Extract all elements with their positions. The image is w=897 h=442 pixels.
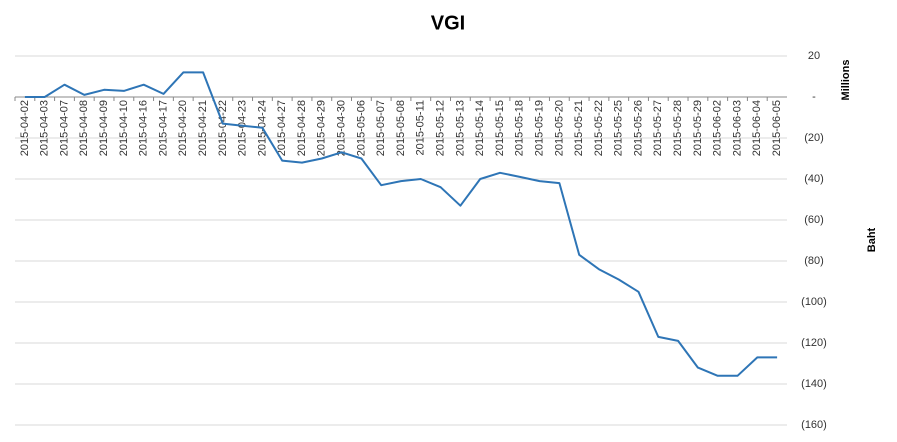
x-tick-label: 2015-05-18	[514, 100, 526, 156]
x-tick-label: 2015-05-13	[454, 100, 466, 156]
y-tick-label: (140)	[801, 378, 827, 390]
x-tick-label: 2015-04-02	[19, 100, 31, 156]
x-tick-label: 2015-04-23	[237, 100, 249, 156]
x-tick-label: 2015-05-19	[533, 100, 545, 156]
x-tick-label: 2015-04-08	[78, 100, 90, 156]
x-tick-label: 2015-04-22	[217, 100, 229, 156]
x-tick-label: 2015-04-20	[177, 100, 189, 156]
data-line	[24, 71, 778, 377]
y-axis-title-2: Baht	[866, 227, 878, 252]
x-tick-label: 2015-06-04	[751, 100, 763, 156]
x-tick-label: 2015-04-10	[118, 100, 130, 156]
x-tick-label: 2015-05-20	[553, 100, 565, 156]
y-tick-label: (100)	[801, 296, 827, 308]
x-tick-label: 2015-06-05	[771, 100, 783, 156]
x-tick-label: 2015-05-12	[434, 100, 446, 156]
x-tick-label: 2015-05-14	[474, 100, 486, 156]
x-tick-label: 2015-05-22	[593, 100, 605, 156]
x-tick-label: 2015-05-07	[375, 100, 387, 156]
x-tick-label: 2015-05-21	[573, 100, 585, 156]
x-tick-label: 2015-05-25	[613, 100, 625, 156]
y-tick-label: (80)	[804, 255, 824, 267]
y-tick-label: 20	[808, 50, 820, 62]
x-tick-label: 2015-05-28	[672, 100, 684, 156]
x-tick-label: 2015-05-26	[632, 100, 644, 156]
x-tick-label: 2015-04-29	[316, 100, 328, 156]
x-tick-label: 2015-04-27	[276, 100, 288, 156]
x-tick-label: 2015-04-21	[197, 100, 209, 156]
x-tick-label: 2015-04-03	[39, 100, 51, 156]
x-tick-label: 2015-05-11	[415, 100, 427, 155]
y-tick-label: (160)	[801, 419, 827, 431]
y-tick-label: (20)	[804, 132, 824, 144]
x-tick-label: 2015-04-30	[336, 100, 348, 156]
x-tick-label: 2015-04-09	[98, 100, 110, 156]
x-tick-label: 2015-05-29	[692, 100, 704, 156]
x-tick-label: 2015-05-06	[355, 100, 367, 156]
x-tick-label: 2015-05-08	[395, 100, 407, 156]
y-tick-label: -	[812, 91, 816, 103]
x-tick-label: 2015-04-16	[138, 100, 150, 156]
y-tick-label: (60)	[804, 214, 824, 226]
x-tick-label: 2015-06-02	[712, 100, 724, 156]
y-tick-label: (40)	[804, 173, 824, 185]
chart-title: VGI	[431, 12, 465, 34]
x-tick-label: 2015-04-17	[157, 100, 169, 156]
x-tick-label: 2015-05-27	[652, 100, 664, 156]
x-tick-label: 2015-04-07	[58, 100, 70, 156]
y-axis-title: Millions	[840, 60, 852, 101]
x-tick-label: 2015-04-28	[296, 100, 308, 156]
y-tick-label: (120)	[801, 337, 827, 349]
x-tick-label: 2015-06-03	[731, 100, 743, 156]
x-tick-label: 2015-05-15	[494, 100, 506, 156]
